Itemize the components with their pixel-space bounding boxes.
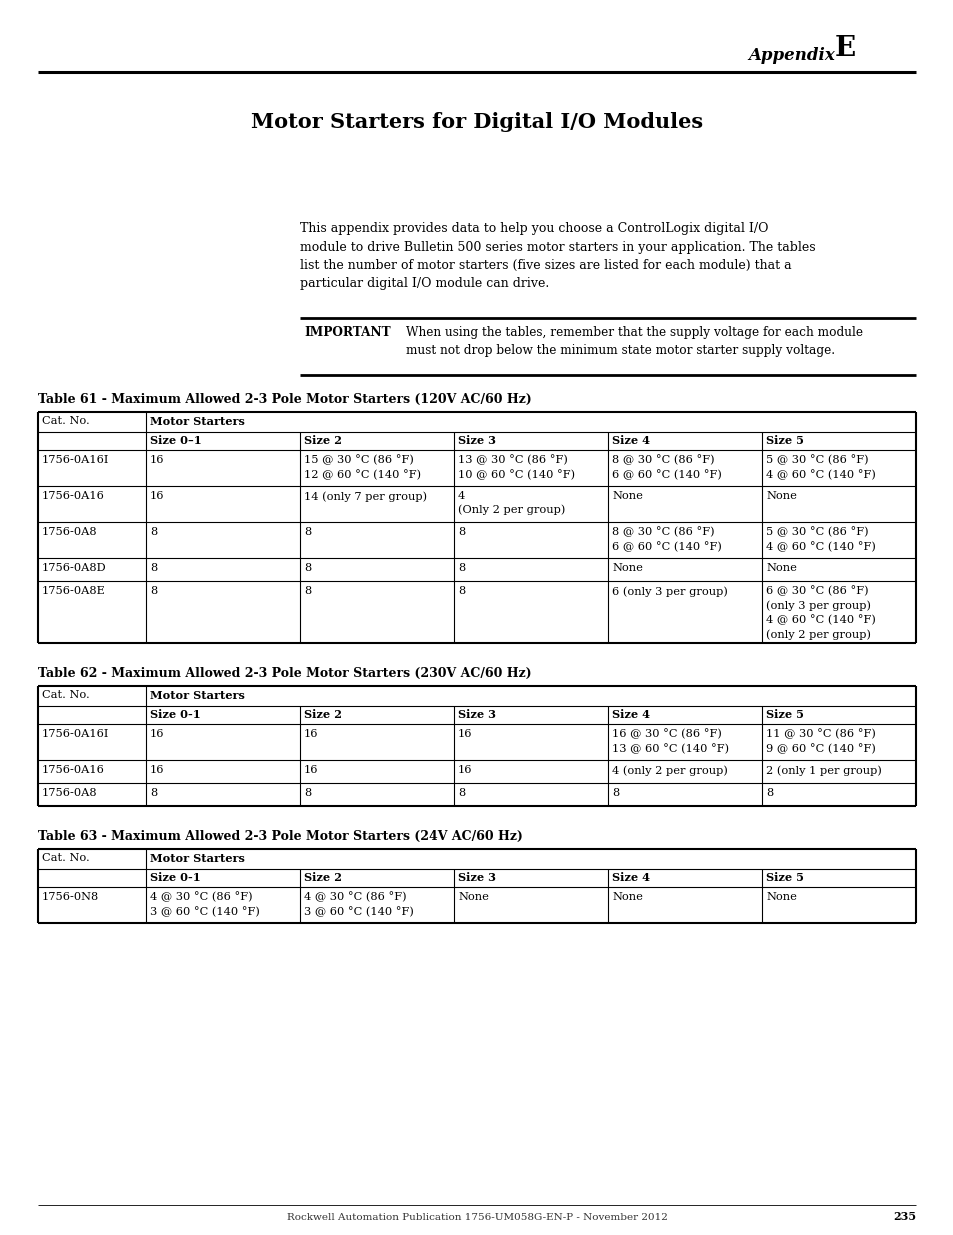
Text: 6 @ 30 °C (86 °F)
(only 3 per group)
4 @ 60 °C (140 °F)
(only 2 per group): 6 @ 30 °C (86 °F) (only 3 per group) 4 @…	[765, 585, 875, 640]
Text: Size 5: Size 5	[765, 435, 803, 446]
Text: Size 0-1: Size 0-1	[150, 872, 200, 883]
Text: 8: 8	[304, 527, 311, 537]
Text: 8: 8	[304, 563, 311, 573]
Text: 8 @ 30 °C (86 °F)
6 @ 60 °C (140 °F): 8 @ 30 °C (86 °F) 6 @ 60 °C (140 °F)	[612, 527, 721, 552]
Text: 16: 16	[150, 492, 164, 501]
Text: 16: 16	[304, 764, 318, 776]
Text: 11 @ 30 °C (86 °F)
9 @ 60 °C (140 °F): 11 @ 30 °C (86 °F) 9 @ 60 °C (140 °F)	[765, 729, 875, 755]
Text: Size 5: Size 5	[765, 872, 803, 883]
Text: None: None	[765, 892, 796, 902]
Text: 2 (only 1 per group): 2 (only 1 per group)	[765, 764, 881, 776]
Text: 8: 8	[457, 527, 465, 537]
Text: 1756-0A16I: 1756-0A16I	[42, 729, 110, 739]
Text: Motor Starters: Motor Starters	[150, 853, 245, 864]
Text: Size 2: Size 2	[304, 435, 341, 446]
Text: Size 3: Size 3	[457, 435, 496, 446]
Text: 8: 8	[304, 585, 311, 597]
Text: 1756-0A16: 1756-0A16	[42, 764, 105, 776]
Text: 8: 8	[150, 527, 157, 537]
Text: 1756-0A8E: 1756-0A8E	[42, 585, 106, 597]
Text: 8: 8	[304, 788, 311, 798]
Text: 16 @ 30 °C (86 °F)
13 @ 60 °C (140 °F): 16 @ 30 °C (86 °F) 13 @ 60 °C (140 °F)	[612, 729, 728, 755]
Text: 16: 16	[457, 764, 472, 776]
Text: 8: 8	[150, 585, 157, 597]
Text: Cat. No.: Cat. No.	[42, 690, 90, 700]
Text: Cat. No.: Cat. No.	[42, 853, 90, 863]
Text: 1756-0A8D: 1756-0A8D	[42, 563, 107, 573]
Text: Motor Starters: Motor Starters	[150, 690, 245, 701]
Text: 1756-0A16I: 1756-0A16I	[42, 454, 110, 466]
Text: This appendix provides data to help you choose a ControlLogix digital I/O
module: This appendix provides data to help you …	[299, 222, 815, 290]
Text: 16: 16	[304, 729, 318, 739]
Text: 235: 235	[892, 1212, 915, 1223]
Text: 4
(Only 2 per group): 4 (Only 2 per group)	[457, 492, 565, 515]
Text: Size 3: Size 3	[457, 872, 496, 883]
Text: 6 (only 3 per group): 6 (only 3 per group)	[612, 585, 727, 597]
Text: 16: 16	[150, 729, 164, 739]
Text: Appendix: Appendix	[747, 47, 834, 63]
Text: 16: 16	[150, 764, 164, 776]
Text: Size 5: Size 5	[765, 709, 803, 720]
Text: 1756-0N8: 1756-0N8	[42, 892, 99, 902]
Text: 15 @ 30 °C (86 °F)
12 @ 60 °C (140 °F): 15 @ 30 °C (86 °F) 12 @ 60 °C (140 °F)	[304, 454, 420, 480]
Text: Table 62 - Maximum Allowed 2-3 Pole Motor Starters (230V AC/60 Hz): Table 62 - Maximum Allowed 2-3 Pole Moto…	[38, 667, 531, 680]
Text: None: None	[457, 892, 488, 902]
Text: Size 4: Size 4	[612, 435, 649, 446]
Text: 1756-0A8: 1756-0A8	[42, 788, 97, 798]
Text: Rockwell Automation Publication 1756-UM058G-EN-P - November 2012: Rockwell Automation Publication 1756-UM0…	[286, 1213, 667, 1221]
Text: 8 @ 30 °C (86 °F)
6 @ 60 °C (140 °F): 8 @ 30 °C (86 °F) 6 @ 60 °C (140 °F)	[612, 454, 721, 480]
Text: Table 61 - Maximum Allowed 2-3 Pole Motor Starters (120V AC/60 Hz): Table 61 - Maximum Allowed 2-3 Pole Moto…	[38, 393, 531, 406]
Text: 4 (only 2 per group): 4 (only 2 per group)	[612, 764, 727, 776]
Text: None: None	[612, 563, 642, 573]
Text: Size 0–1: Size 0–1	[150, 435, 201, 446]
Text: Size 4: Size 4	[612, 872, 649, 883]
Text: 16: 16	[457, 729, 472, 739]
Text: Size 2: Size 2	[304, 709, 341, 720]
Text: 1756-0A8: 1756-0A8	[42, 527, 97, 537]
Text: 4 @ 30 °C (86 °F)
3 @ 60 °C (140 °F): 4 @ 30 °C (86 °F) 3 @ 60 °C (140 °F)	[304, 892, 414, 918]
Text: 8: 8	[612, 788, 618, 798]
Text: 1756-0A16: 1756-0A16	[42, 492, 105, 501]
Text: 5 @ 30 °C (86 °F)
4 @ 60 °C (140 °F): 5 @ 30 °C (86 °F) 4 @ 60 °C (140 °F)	[765, 454, 875, 480]
Text: Size 2: Size 2	[304, 872, 341, 883]
Text: IMPORTANT: IMPORTANT	[304, 326, 390, 338]
Text: 8: 8	[457, 585, 465, 597]
Text: 4 @ 30 °C (86 °F)
3 @ 60 °C (140 °F): 4 @ 30 °C (86 °F) 3 @ 60 °C (140 °F)	[150, 892, 259, 918]
Text: 8: 8	[457, 788, 465, 798]
Text: E: E	[834, 35, 855, 62]
Text: When using the tables, remember that the supply voltage for each module
must not: When using the tables, remember that the…	[406, 326, 862, 357]
Text: Table 63 - Maximum Allowed 2-3 Pole Motor Starters (24V AC/60 Hz): Table 63 - Maximum Allowed 2-3 Pole Moto…	[38, 830, 522, 844]
Text: Cat. No.: Cat. No.	[42, 416, 90, 426]
Text: 13 @ 30 °C (86 °F)
10 @ 60 °C (140 °F): 13 @ 30 °C (86 °F) 10 @ 60 °C (140 °F)	[457, 454, 575, 480]
Text: 5 @ 30 °C (86 °F)
4 @ 60 °C (140 °F): 5 @ 30 °C (86 °F) 4 @ 60 °C (140 °F)	[765, 527, 875, 552]
Text: Size 0-1: Size 0-1	[150, 709, 200, 720]
Text: 8: 8	[765, 788, 773, 798]
Text: 8: 8	[457, 563, 465, 573]
Text: Motor Starters: Motor Starters	[150, 416, 245, 427]
Text: 8: 8	[150, 563, 157, 573]
Text: 8: 8	[150, 788, 157, 798]
Text: Size 4: Size 4	[612, 709, 649, 720]
Text: None: None	[765, 492, 796, 501]
Text: Size 3: Size 3	[457, 709, 496, 720]
Text: None: None	[765, 563, 796, 573]
Text: None: None	[612, 892, 642, 902]
Text: 14 (only 7 per group): 14 (only 7 per group)	[304, 492, 427, 501]
Text: None: None	[612, 492, 642, 501]
Text: 16: 16	[150, 454, 164, 466]
Text: Motor Starters for Digital I/O Modules: Motor Starters for Digital I/O Modules	[251, 112, 702, 132]
